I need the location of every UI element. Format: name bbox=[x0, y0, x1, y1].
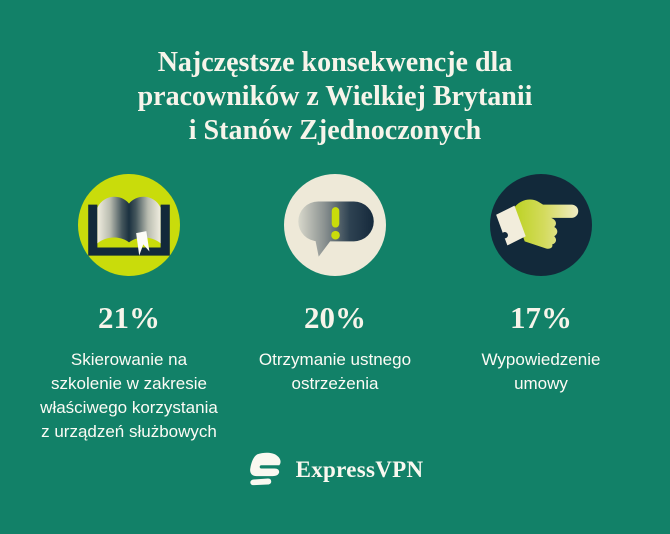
training-icon-circle bbox=[78, 174, 180, 276]
warning-icon-circle bbox=[284, 174, 386, 276]
termination-icon-circle bbox=[490, 174, 592, 276]
stat-percent: 17% bbox=[510, 300, 572, 335]
speech-bubble-exclamation-icon bbox=[298, 201, 374, 257]
stat-training: 21% Skierowanie na szkolenie w zakresie … bbox=[26, 174, 232, 444]
brand-footer: ExpressVPN bbox=[0, 452, 670, 487]
brand-name: ExpressVPN bbox=[295, 456, 424, 482]
stat-percent: 21% bbox=[98, 300, 160, 335]
stat-percent: 20% bbox=[304, 300, 366, 335]
pointing-hand-icon bbox=[496, 199, 579, 249]
stats-row: 21% Skierowanie na szkolenie w zakresie … bbox=[26, 174, 644, 444]
stat-label: Otrzymanie ustnego ostrzeżenia bbox=[258, 350, 412, 393]
stat-label: Skierowanie na szkolenie w zakresie właś… bbox=[40, 350, 218, 441]
stat-termination: 17% Wypowiedzenie umowy bbox=[438, 174, 644, 444]
expressvpn-logo-icon bbox=[249, 452, 281, 486]
stat-label: Wypowiedzenie umowy bbox=[481, 350, 601, 393]
stat-verbal-warning: 20% Otrzymanie ustnego ostrzeżenia bbox=[232, 174, 438, 444]
open-book-icon bbox=[88, 196, 170, 256]
page-title: Najczęstsze konsekwencje dla pracowników… bbox=[137, 47, 533, 146]
